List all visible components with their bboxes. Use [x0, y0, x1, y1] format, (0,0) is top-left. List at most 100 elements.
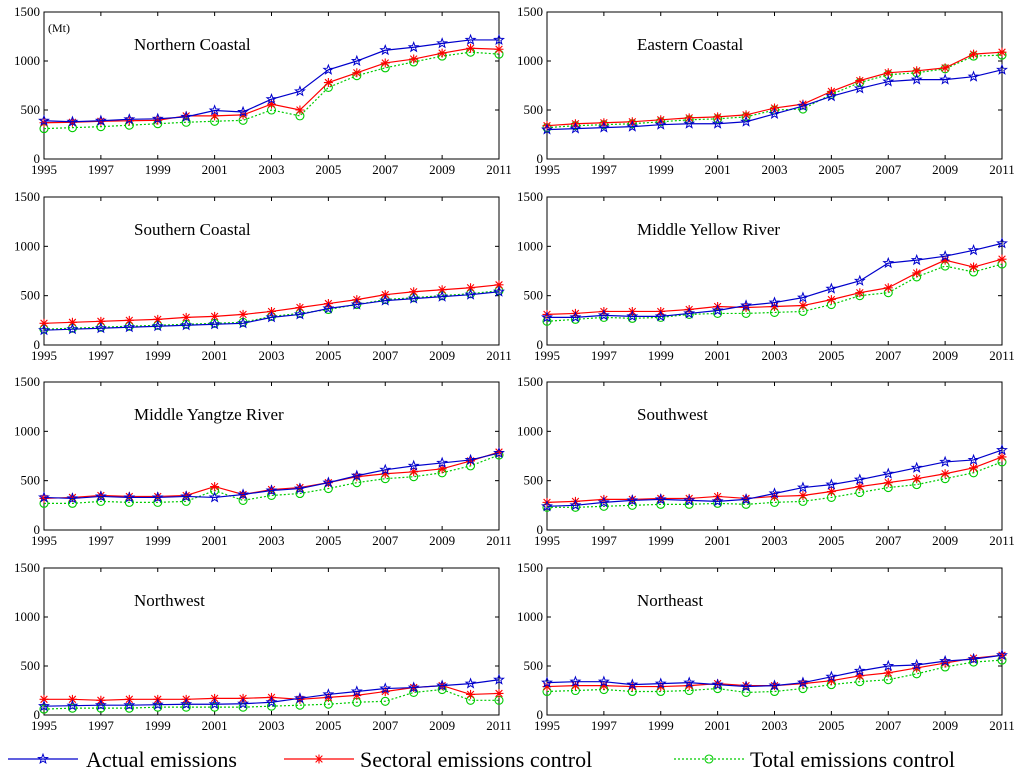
- x-tick-label: 2005: [315, 162, 341, 177]
- data-point: [210, 482, 220, 492]
- y-tick-label: 500: [524, 102, 544, 117]
- x-tick-label: 2005: [818, 348, 844, 363]
- x-tick-label: 2003: [762, 718, 788, 733]
- data-point: [996, 63, 1008, 75]
- series-line: [547, 242, 1003, 318]
- data-point: [350, 469, 363, 481]
- data-point: [569, 499, 582, 511]
- data-point: [883, 668, 893, 678]
- data-point: [153, 491, 163, 501]
- data-point: [436, 456, 449, 468]
- data-point: [151, 112, 164, 124]
- data-point: [683, 117, 696, 129]
- data-point: [295, 303, 305, 313]
- data-point: [997, 47, 1007, 57]
- circle-marker-shape: [704, 754, 714, 764]
- y-tick-label: 1500: [14, 4, 40, 19]
- x-tick-label: 2007: [875, 162, 902, 177]
- data-point: [436, 679, 449, 691]
- data-point: [66, 699, 79, 711]
- panel-title: Southwest: [637, 405, 708, 424]
- data-point: [768, 107, 781, 119]
- data-point: [796, 481, 809, 493]
- data-point: [123, 320, 136, 333]
- data-point: [826, 676, 836, 686]
- data-point: [597, 309, 610, 321]
- data-point: [626, 120, 639, 132]
- data-point: [711, 117, 724, 129]
- data-point: [466, 283, 476, 293]
- data-point: [238, 309, 248, 319]
- x-tick-label: 2003: [259, 718, 285, 733]
- data-point: [407, 681, 420, 693]
- panel-northwest: 0 500 1000 1500 1995 1997 1999 2001 2003 2005 2007…: [14, 560, 512, 733]
- panel-northeast: 0 500 1000 1500 1995 1997 1999 2001 2003 2005 2007…: [517, 560, 1015, 733]
- data-point: [181, 490, 191, 500]
- legend-label-sectoral: Sectoral emissions control: [360, 747, 592, 772]
- data-point: [882, 467, 895, 479]
- series-actual: [38, 285, 505, 336]
- data-point: [740, 115, 753, 127]
- x-tick-label: 2009: [429, 718, 455, 733]
- x-tick-label: 2007: [372, 162, 399, 177]
- data-point: [38, 491, 50, 503]
- data-point: [380, 696, 390, 706]
- data-point: [493, 446, 505, 459]
- data-point: [94, 321, 107, 334]
- data-point: [67, 492, 77, 502]
- data-point: [436, 290, 449, 302]
- data-point: [265, 311, 278, 323]
- data-point: [493, 285, 505, 297]
- data-point: [569, 122, 582, 134]
- x-tick-label: 1997: [591, 162, 618, 177]
- data-point: [654, 493, 667, 505]
- data-point: [210, 702, 220, 712]
- data-point: [711, 304, 724, 316]
- x-tick-label: 2009: [932, 348, 958, 363]
- data-point: [180, 319, 193, 331]
- data-point: [464, 453, 477, 465]
- series-line: [43, 291, 500, 331]
- data-point: [208, 104, 221, 116]
- y-tick-label: 1000: [517, 423, 543, 438]
- data-point: [910, 461, 923, 473]
- data-point: [542, 682, 552, 692]
- y-tick-label: 0: [34, 337, 41, 352]
- data-point: [711, 678, 724, 690]
- x-tick-label: 1995: [534, 348, 560, 363]
- panel-title: Southern Coastal: [134, 220, 251, 239]
- x-tick-label: 2009: [932, 162, 958, 177]
- data-point: [267, 485, 276, 495]
- data-point: [940, 63, 950, 73]
- x-tick-label: 2001: [705, 162, 731, 177]
- data-point: [322, 302, 335, 314]
- data-point: [939, 455, 952, 467]
- x-tick-label: 2005: [315, 718, 341, 733]
- y-tick-label: 500: [524, 473, 544, 488]
- data-point: [39, 493, 49, 503]
- data-point: [380, 58, 390, 68]
- x-tick-label: 2001: [202, 162, 228, 177]
- data-point: [882, 75, 895, 87]
- data-point: [352, 68, 362, 78]
- data-point: [293, 308, 306, 320]
- data-point: [181, 111, 191, 121]
- data-point: [883, 68, 893, 78]
- x-tick-label: 2003: [762, 348, 788, 363]
- data-point: [825, 478, 838, 490]
- panel-eastern-coastal: 0 500 1000 1500 1995 1997 1999 2001 2003 2005 2007…: [517, 4, 1015, 177]
- data-point: [883, 478, 893, 488]
- x-tick-label: 2007: [875, 718, 902, 733]
- data-point: [407, 292, 420, 304]
- data-point: [683, 307, 696, 319]
- y-tick-label: 0: [34, 151, 41, 166]
- data-point: [626, 310, 639, 322]
- x-tick-label: 2005: [818, 718, 844, 733]
- series-line: [43, 679, 500, 707]
- panel-title: Eastern Coastal: [637, 35, 743, 54]
- x-tick-label: 2009: [429, 348, 455, 363]
- data-point: [94, 490, 107, 502]
- y-tick-label: 0: [537, 337, 544, 352]
- data-point: [380, 686, 390, 696]
- plot-frame: [546, 381, 1003, 531]
